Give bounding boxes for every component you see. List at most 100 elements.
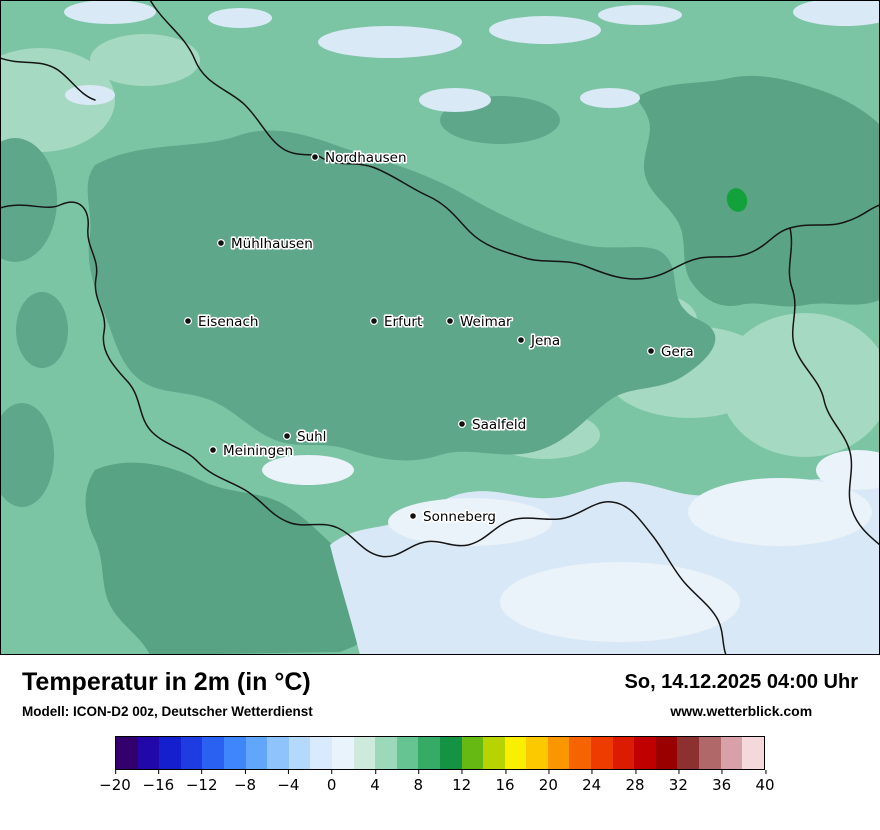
colorbar-tick-label: 4 (370, 770, 380, 794)
city-dot (209, 446, 218, 455)
city-marker: Meiningen (209, 441, 295, 460)
border-north (149, 0, 880, 280)
temperature-map: Nordhausen Mühlhausen Eisenach Erfurt Weimar… (0, 0, 880, 655)
pale-blue-north-patches (64, 0, 880, 112)
colorbar-segment (612, 737, 635, 769)
colorbar-segment (483, 737, 505, 769)
state-borders (0, 0, 880, 655)
website-label: www.wetterblick.com (670, 703, 813, 719)
dark-green-northeast-region (638, 75, 880, 307)
city-label: Eisenach (198, 314, 258, 330)
colorbar-segment (223, 737, 246, 769)
city-label: Suhl (297, 429, 326, 445)
city-marker: Jena (516, 331, 562, 350)
city-label: Jena (530, 333, 560, 349)
city-marker: Gera (646, 342, 695, 361)
colorbar-segment (310, 737, 332, 769)
bright-green-spot (726, 188, 748, 212)
colorbar-segment (461, 737, 484, 769)
colorbar-segment (504, 737, 527, 769)
footer-left: Temperatur in 2m (in °C) Modell: ICON-D2… (22, 668, 313, 719)
colorbar-tick-label: 12 (452, 770, 472, 794)
city-dot (283, 432, 292, 441)
colorbar-segment (159, 737, 181, 769)
colorbar-tick-label: 24 (582, 770, 602, 794)
colorbar-segment (353, 737, 376, 769)
colorbar-gradient (115, 736, 765, 770)
datetime-label: So, 14.12.2025 04:00 Uhr (624, 671, 858, 693)
city-dot (516, 336, 525, 345)
city-marker: Mühlhausen (217, 234, 314, 253)
footer: Temperatur in 2m (in °C) Modell: ICON-D2… (0, 655, 880, 830)
colorbar-tick-label: 28 (625, 770, 645, 794)
colorbar-tick-label: −8 (233, 770, 257, 794)
colorbar-segment (116, 737, 138, 769)
colorbar-tick-label: 8 (413, 770, 424, 794)
city-dot (370, 317, 379, 326)
colorbar-segment (245, 737, 268, 769)
city-dot (446, 317, 455, 326)
city-marker: Saalfeld (458, 415, 528, 434)
colorbar-segment (137, 737, 160, 769)
border-east (788, 227, 880, 546)
city-dot (646, 347, 655, 356)
city-label: Erfurt (384, 314, 422, 330)
colorbar-tick-labels: −20 −16 −12 −8 −4 0 4 8 12 16 20 24 28 32 36 40 (99, 770, 775, 794)
city-label: Meiningen (223, 443, 293, 459)
colorbar-segment (591, 737, 613, 769)
colorbar-segment (720, 737, 743, 769)
city-marker: Nordhausen (311, 148, 408, 167)
colorbar-tick-label: 40 (755, 770, 775, 794)
colorbar-tick-label: 20 (538, 770, 558, 794)
city-label: Saalfeld (472, 417, 526, 433)
footer-right: So, 14.12.2025 04:00 Uhr www.wetterblick… (625, 668, 858, 719)
colorbar-segment (547, 737, 570, 769)
city-layer: Nordhausen Mühlhausen Eisenach Erfurt Weimar… (184, 148, 695, 526)
colorbar-segment (677, 737, 700, 769)
city-marker: Erfurt (370, 312, 424, 331)
colorbar-segment (375, 737, 397, 769)
colorbar-tick-label: 36 (712, 770, 732, 794)
colorbar-segment (288, 737, 311, 769)
colorbar-tick-label: −12 (185, 770, 218, 794)
page-title: Temperatur in 2m (in °C) (22, 668, 311, 696)
colorbar-segment (418, 737, 440, 769)
colorbar-tick-label: 16 (495, 770, 515, 794)
colorbar-tick-label: −20 (99, 770, 131, 794)
dark-green-southwest-region (85, 462, 381, 655)
colorbar-tick-label: 32 (668, 770, 688, 794)
city-dot (217, 239, 226, 248)
colorbar-segment (569, 737, 592, 769)
colorbar-segment (742, 737, 764, 769)
city-label: Weimar (460, 314, 512, 330)
colorbar-segment (202, 737, 224, 769)
city-dot (409, 511, 418, 520)
colorbar-tick-label: −4 (277, 770, 300, 794)
colorbar-segment (331, 737, 354, 769)
lighter-blue-patches (262, 450, 880, 642)
city-dot (184, 317, 193, 326)
colorbar-segment (655, 737, 678, 769)
border-northwest-corner (0, 57, 96, 101)
city-label: Gera (661, 344, 694, 360)
colorbar-tick-label: −16 (142, 770, 175, 794)
city-dot (311, 153, 320, 162)
city-label: Mühlhausen (231, 236, 313, 252)
city-marker: Suhl (283, 427, 328, 446)
colorbar-segment (267, 737, 289, 769)
colorbar-segment (699, 737, 721, 769)
colorbar-segment (439, 737, 462, 769)
city-marker: Eisenach (184, 312, 260, 331)
city-label: Sonneberg (423, 509, 496, 525)
city-marker: Sonneberg (409, 507, 498, 526)
model-info: Modell: ICON-D2 00z, Deutscher Wetterdie… (22, 703, 313, 719)
dark-green-central-region (87, 130, 716, 461)
border-west-south (0, 201, 727, 655)
colorbar-segment (634, 737, 656, 769)
city-label: Nordhausen (325, 150, 407, 166)
colorbar: −20 −16 −12 −8 −4 0 4 8 12 16 20 24 28 32 36 40 (99, 736, 775, 794)
colorbar-segment (180, 737, 203, 769)
colorbar-tick-label: 0 (326, 770, 337, 794)
colorbar-segment (396, 737, 419, 769)
colorbar-segment (526, 737, 548, 769)
